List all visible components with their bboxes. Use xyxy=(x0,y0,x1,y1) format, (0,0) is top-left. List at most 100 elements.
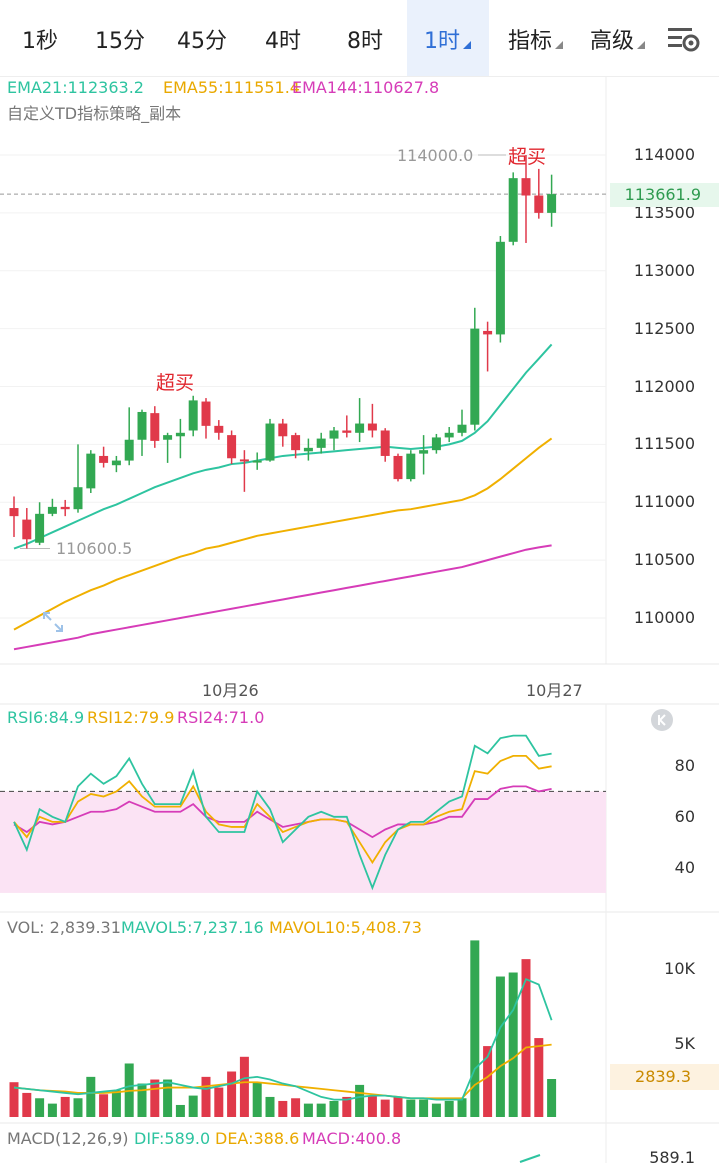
date-tick-1: 10月26 xyxy=(202,681,259,700)
vol-tick-10k: 10K xyxy=(664,959,695,978)
vol-label: VOL: 2,839.31 xyxy=(7,918,121,937)
volume-bar xyxy=(393,1096,403,1117)
volume-bar xyxy=(457,1098,467,1117)
mavol10-label: MAVOL10:5,408.73 xyxy=(269,918,422,937)
candle-body xyxy=(124,439,134,461)
volume-bar xyxy=(534,1038,544,1117)
candle-body xyxy=(86,453,96,489)
candle-body xyxy=(239,459,249,462)
dropdown-caret-icon xyxy=(463,41,471,49)
timeframe-tab-bar: 1秒 15分 45分 4时 8时 1时 指标 高级 xyxy=(0,0,719,77)
candle-body xyxy=(188,400,198,431)
ema21-label: EMA21:112363.2 xyxy=(7,78,144,97)
price-tick: 113000 xyxy=(633,260,695,280)
tab-15m[interactable]: 15分 xyxy=(95,29,145,54)
candle-body xyxy=(265,423,275,461)
volume-bar xyxy=(278,1100,288,1117)
macd-value-label: MACD:400.8 xyxy=(302,1129,402,1148)
dif-label: DIF:589.0 xyxy=(134,1129,211,1148)
candle-body xyxy=(201,401,211,426)
macd-label: MACD(12,26,9) xyxy=(7,1129,129,1148)
high-price-marker: 114000.0 xyxy=(397,146,474,165)
tab-1h[interactable]: 1时 xyxy=(407,0,489,76)
collapse-icon-graphic xyxy=(658,714,666,726)
overbought-label-1: 超买 xyxy=(156,372,195,394)
volume-bar xyxy=(201,1076,211,1117)
volume-bar xyxy=(73,1098,83,1117)
candle-body xyxy=(175,432,185,437)
volume-bar xyxy=(175,1104,185,1117)
candle-body xyxy=(483,330,493,335)
ema21-line xyxy=(13,343,553,550)
tab-1s[interactable]: 1秒 xyxy=(22,29,58,54)
volume-bar xyxy=(547,1079,557,1117)
ema144-line xyxy=(13,544,552,651)
volume-bar xyxy=(380,1099,390,1117)
volume-bar xyxy=(22,1092,32,1117)
volume-bar xyxy=(355,1084,365,1117)
vol-current-tag: 2839.3 xyxy=(610,1064,719,1090)
price-tick: 114000 xyxy=(633,145,695,164)
volume-bar xyxy=(47,1103,57,1117)
rsi-tick: 60 xyxy=(674,806,695,826)
volume-bar xyxy=(163,1079,173,1117)
volume-bar xyxy=(9,1082,19,1117)
vol-tick-5k: 5K xyxy=(674,1034,695,1053)
volume-bar xyxy=(444,1100,454,1117)
tab-advanced-label: 高级 xyxy=(589,29,634,54)
tab-8h[interactable]: 8时 xyxy=(347,29,383,54)
candle-body xyxy=(393,455,403,480)
current-price-value: 113661.9 xyxy=(624,185,701,204)
candle-body xyxy=(367,423,377,431)
candle-body xyxy=(355,423,365,433)
volume-bar xyxy=(342,1096,352,1117)
chart-settings-icon[interactable] xyxy=(664,24,704,54)
volume-bar xyxy=(329,1100,339,1117)
tab-45m[interactable]: 45分 xyxy=(177,29,227,54)
current-price-tag: 113661.9 xyxy=(610,183,719,207)
price-tick: 111000 xyxy=(633,492,695,512)
candle-body xyxy=(47,506,57,514)
rsi-tick: 40 xyxy=(674,857,695,877)
price-tick: 110000 xyxy=(633,608,695,627)
expand-icon-graphic xyxy=(43,612,63,632)
candle-body xyxy=(406,453,416,480)
candle-body xyxy=(495,241,505,335)
volume-bar xyxy=(419,1099,429,1117)
candle-body xyxy=(444,432,454,438)
candle-body xyxy=(380,430,390,456)
dropdown-caret-icon xyxy=(555,41,563,49)
volume-bar xyxy=(252,1082,262,1117)
collapse-icon[interactable] xyxy=(651,709,673,731)
expand-icon[interactable] xyxy=(40,609,66,635)
volume-bar xyxy=(265,1096,275,1117)
candle-body xyxy=(111,460,121,466)
candle-body xyxy=(278,423,288,437)
tab-indicators[interactable]: 指标 xyxy=(500,0,572,76)
strategy-label: 自定义TD指标策略_副本 xyxy=(7,104,182,123)
rsi6-label: RSI6:84.9 xyxy=(7,708,85,727)
rsi12-line xyxy=(13,755,552,865)
volume-bar xyxy=(188,1095,198,1117)
candle-body xyxy=(342,430,352,433)
dropdown-caret-icon xyxy=(637,41,645,49)
candle-body xyxy=(252,460,262,463)
ema55-line xyxy=(13,437,553,631)
price-tick: 110500 xyxy=(633,550,695,570)
volume-bar xyxy=(150,1079,160,1117)
volume-bar xyxy=(367,1095,377,1117)
volume-bar xyxy=(431,1103,441,1117)
ema144-label: EMA144:110627.8 xyxy=(292,78,440,97)
tab-4h[interactable]: 4时 xyxy=(265,29,301,54)
volume-bar xyxy=(111,1090,121,1117)
candle-body xyxy=(521,178,531,196)
tab-advanced[interactable]: 高级 xyxy=(582,0,654,76)
candle-body xyxy=(99,455,109,463)
price-tick: 112500 xyxy=(633,318,695,338)
vol-current-value: 2839.3 xyxy=(635,1067,691,1086)
candle-body xyxy=(150,413,160,441)
candle-body xyxy=(227,435,237,459)
candle-body xyxy=(457,424,467,433)
macd-tick: 589.1 xyxy=(649,1148,695,1167)
